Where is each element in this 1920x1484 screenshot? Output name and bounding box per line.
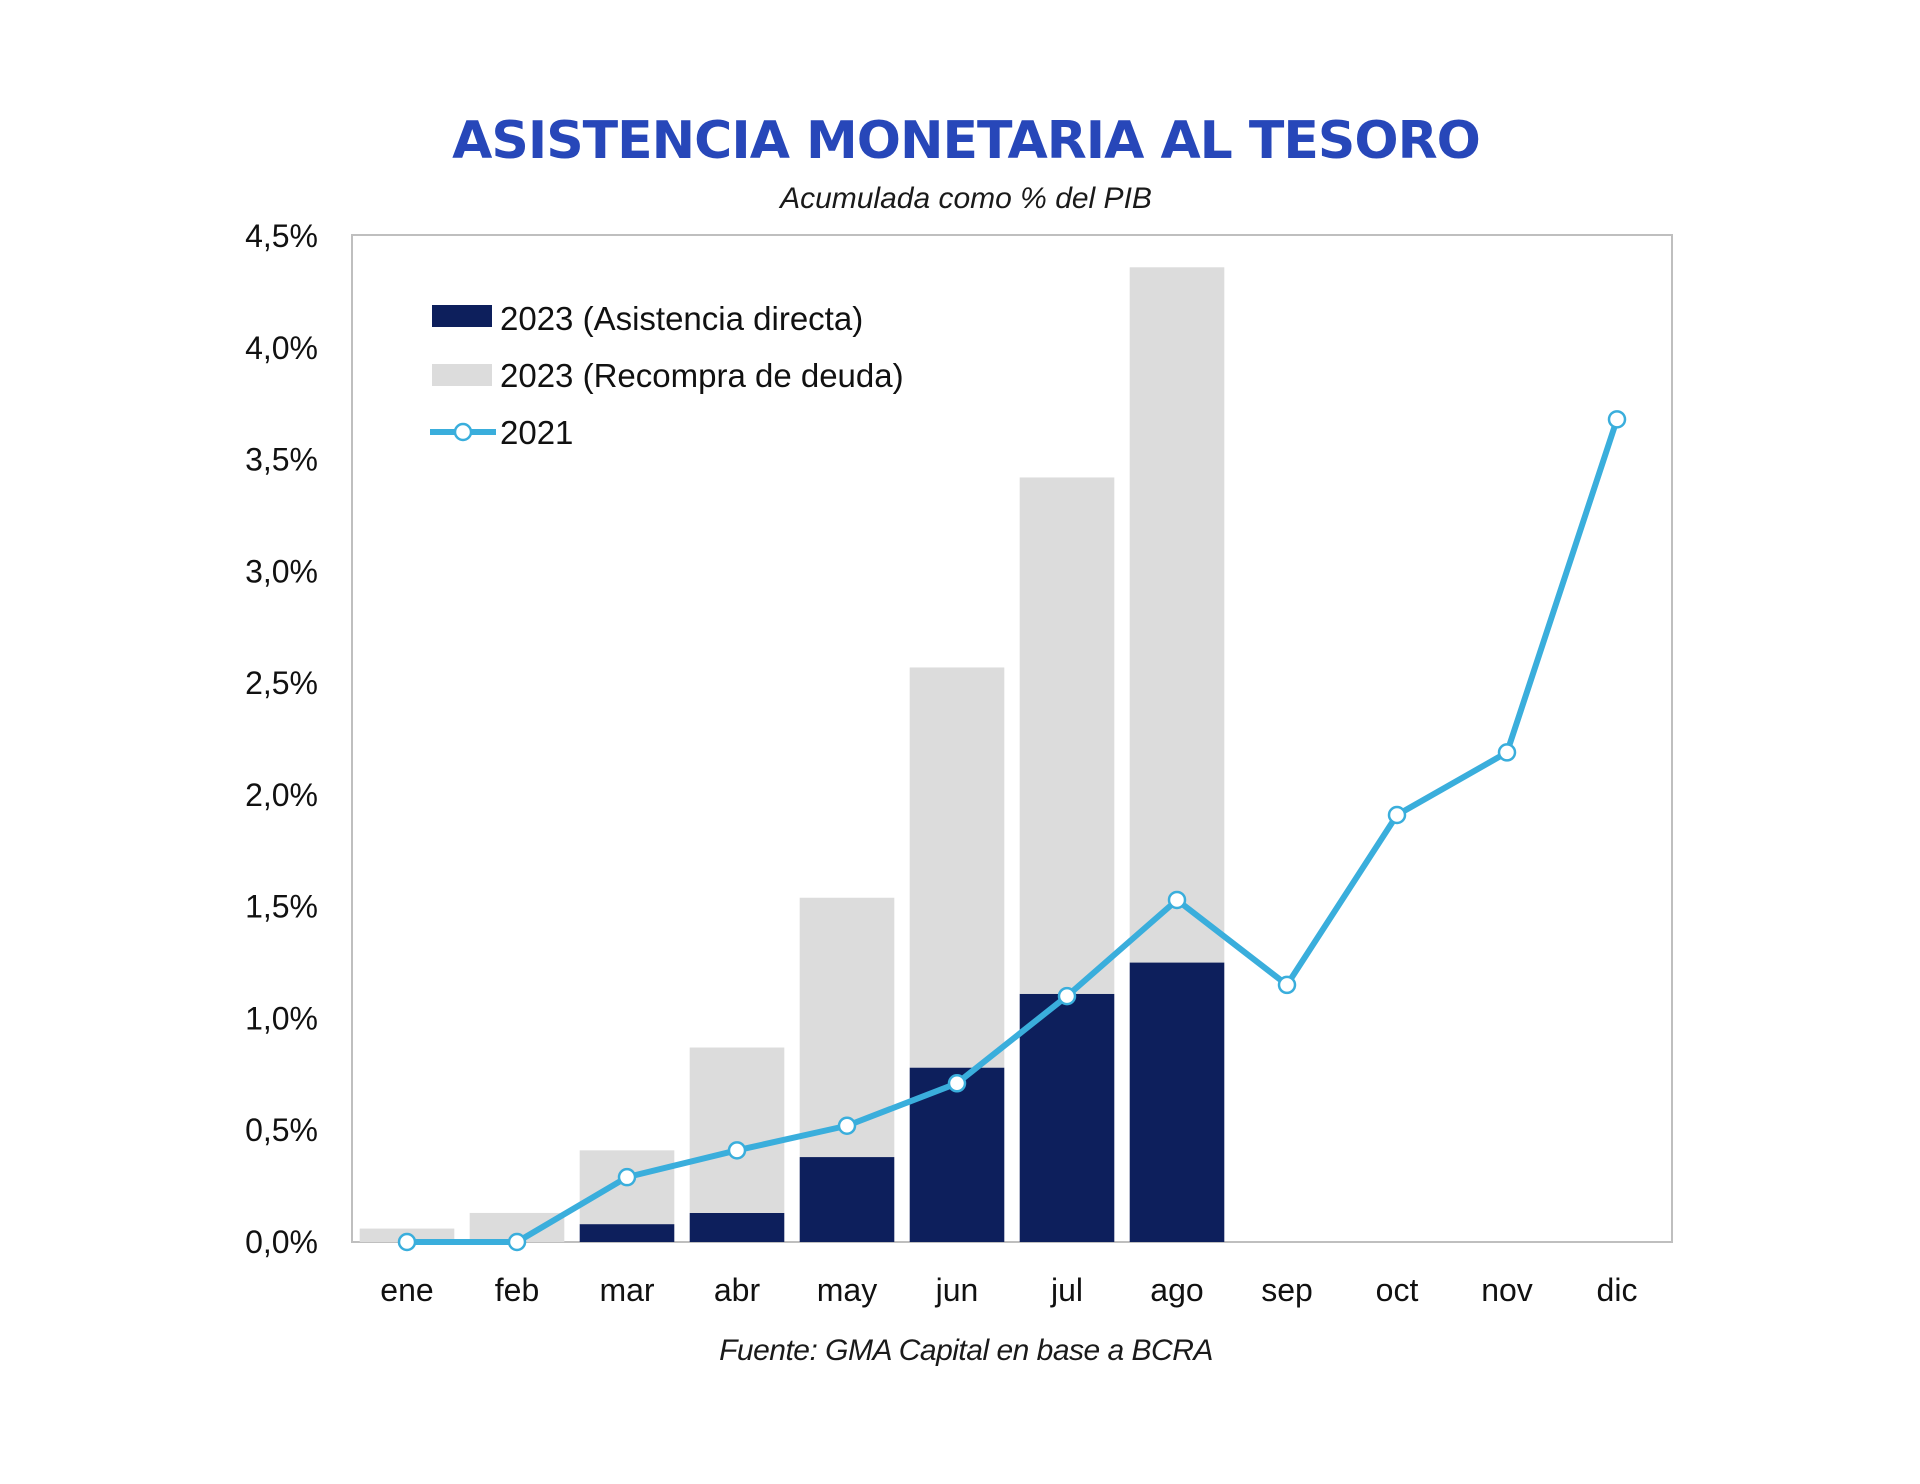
legend-label-2021: 2021	[500, 414, 573, 451]
line-2021-point	[1167, 890, 1187, 910]
line-2021-point	[947, 1074, 967, 1093]
bar-recompra-deuda	[579, 1150, 675, 1225]
legend-swatch-recompra-deuda	[432, 364, 492, 386]
y-tick-label: 3,0%	[245, 553, 318, 589]
bar-asistencia-directa	[1019, 993, 1115, 1242]
bar-asistencia-directa	[799, 1157, 895, 1242]
y-tick-label: 2,0%	[245, 777, 318, 813]
x-axis: ene feb mar abr may jun jul ago sep oct nov dic	[380, 1272, 1637, 1308]
x-tick-label: ene	[380, 1272, 433, 1308]
line-2021-point	[1387, 805, 1407, 825]
legend: 2023 (Asistencia directa) 2023 (Recompra…	[430, 300, 904, 451]
bar-asistencia-directa	[1129, 962, 1225, 1242]
y-tick-label: 0,5%	[245, 1112, 318, 1148]
bar-recompra-deuda	[689, 1047, 785, 1213]
x-tick-label: ago	[1150, 1272, 1203, 1308]
y-axis: 0,0% 0,5% 1,0% 1,5% 2,0% 2,5% 3,0% 3,5% 4,0% 4,5%	[245, 218, 318, 1260]
line-2021-point	[617, 1167, 637, 1187]
line-series	[397, 410, 1627, 1252]
line-2021-point	[507, 1232, 527, 1252]
bar-asistencia-directa	[689, 1212, 785, 1242]
y-tick-label: 0,0%	[245, 1224, 318, 1260]
y-tick-label: 4,0%	[245, 330, 318, 366]
y-tick-label: 1,5%	[245, 889, 318, 925]
plot-area	[351, 234, 1673, 1243]
y-tick-label: 4,5%	[245, 218, 318, 254]
chart-subtitle: Acumulada como % del PIB	[778, 182, 1152, 215]
bar-asistencia-directa	[579, 1224, 675, 1242]
bar-recompra-deuda	[1129, 267, 1225, 963]
line-2021-point	[837, 1116, 857, 1136]
line-2021-point	[1277, 975, 1297, 995]
bar-recompra-deuda	[909, 667, 1005, 1068]
x-tick-label: feb	[495, 1272, 539, 1308]
line-2021-point	[727, 1141, 747, 1160]
x-tick-label: mar	[599, 1272, 654, 1308]
line-2021-point	[1607, 410, 1627, 429]
legend-label-asistencia-directa: 2023 (Asistencia directa)	[500, 300, 863, 337]
x-tick-label: jun	[935, 1272, 979, 1308]
chart-title: ASISTENCIA MONETARIA AL TESORO	[452, 111, 1480, 171]
legend-label-recompra-deuda: 2023 (Recompra de deuda)	[500, 357, 904, 394]
legend-swatch-asistencia-directa	[432, 305, 492, 327]
x-tick-label: abr	[714, 1272, 761, 1308]
legend-swatch-2021-marker	[453, 422, 473, 442]
line-2021-point	[397, 1232, 417, 1252]
y-tick-label: 3,5%	[245, 442, 318, 478]
y-tick-label: 2,5%	[245, 665, 318, 701]
x-tick-label: jul	[1050, 1272, 1083, 1308]
line-2021-point	[1497, 743, 1517, 762]
x-tick-label: sep	[1261, 1272, 1313, 1308]
chart-source: Fuente: GMA Capital en base a BCRA	[719, 1334, 1213, 1367]
x-tick-label: oct	[1376, 1272, 1419, 1308]
x-tick-label: dic	[1597, 1272, 1638, 1308]
y-tick-label: 1,0%	[245, 1000, 318, 1036]
x-tick-label: nov	[1481, 1272, 1533, 1308]
x-tick-label: may	[817, 1272, 877, 1308]
line-2021	[404, 416, 1620, 1245]
bar-recompra-deuda	[1019, 477, 1115, 994]
line-2021-point	[1057, 986, 1077, 1006]
